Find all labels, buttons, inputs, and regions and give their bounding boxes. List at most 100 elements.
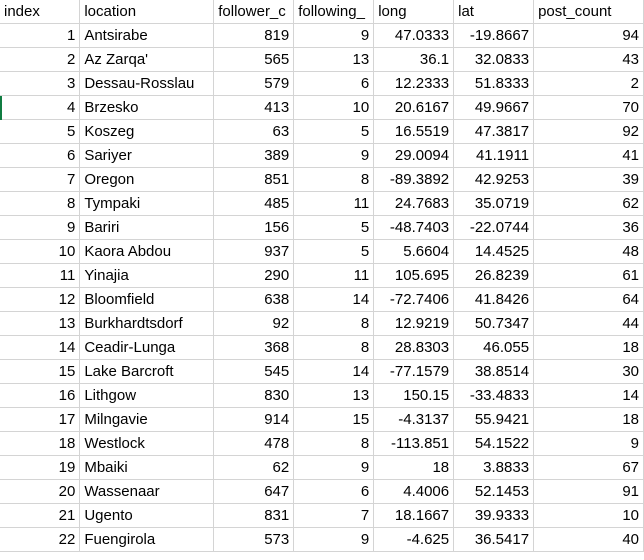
cell-location[interactable]: Az Zarqa' <box>79 47 215 72</box>
cell-long[interactable]: 12.9219 <box>373 311 455 336</box>
cell-post-count[interactable]: 41 <box>533 143 644 168</box>
cell-lat[interactable]: 51.8333 <box>453 71 535 96</box>
cell-long[interactable]: 5.6604 <box>373 239 455 264</box>
cell-following-count[interactable]: 11 <box>293 191 375 216</box>
cell-index[interactable]: 16 <box>0 383 81 408</box>
cell-post-count[interactable]: 94 <box>533 23 644 48</box>
cell-location[interactable]: Yinajia <box>79 263 215 288</box>
cell-follower-count[interactable]: 937 <box>213 239 295 264</box>
cell-location[interactable]: Dessau-Rosslau <box>79 71 215 96</box>
header-cell-following-count[interactable]: following_ <box>293 0 375 24</box>
cell-post-count[interactable]: 14 <box>533 383 644 408</box>
cell-lat[interactable]: 50.7347 <box>453 311 535 336</box>
cell-index[interactable]: 4 <box>0 95 81 120</box>
cell-follower-count[interactable]: 368 <box>213 335 295 360</box>
cell-post-count[interactable]: 67 <box>533 455 644 480</box>
cell-post-count[interactable]: 48 <box>533 239 644 264</box>
cell-following-count[interactable]: 5 <box>293 239 375 264</box>
cell-following-count[interactable]: 9 <box>293 23 375 48</box>
cell-following-count[interactable]: 5 <box>293 119 375 144</box>
cell-lat[interactable]: 36.5417 <box>453 527 535 552</box>
cell-lat[interactable]: -19.8667 <box>453 23 535 48</box>
cell-location[interactable]: Wassenaar <box>79 479 215 504</box>
cell-post-count[interactable]: 18 <box>533 335 644 360</box>
cell-follower-count[interactable]: 914 <box>213 407 295 432</box>
header-cell-long[interactable]: long <box>373 0 455 24</box>
cell-following-count[interactable]: 14 <box>293 287 375 312</box>
cell-following-count[interactable]: 7 <box>293 503 375 528</box>
cell-following-count[interactable]: 9 <box>293 143 375 168</box>
cell-follower-count[interactable]: 545 <box>213 359 295 384</box>
cell-long[interactable]: -48.7403 <box>373 215 455 240</box>
cell-post-count[interactable]: 62 <box>533 191 644 216</box>
cell-lat[interactable]: 52.1453 <box>453 479 535 504</box>
cell-index[interactable]: 14 <box>0 335 81 360</box>
cell-follower-count[interactable]: 92 <box>213 311 295 336</box>
cell-long[interactable]: 18.1667 <box>373 503 455 528</box>
cell-follower-count[interactable]: 156 <box>213 215 295 240</box>
cell-location[interactable]: Koszeg <box>79 119 215 144</box>
cell-follower-count[interactable]: 389 <box>213 143 295 168</box>
cell-location[interactable]: Lithgow <box>79 383 215 408</box>
cell-index[interactable]: 8 <box>0 191 81 216</box>
cell-follower-count[interactable]: 647 <box>213 479 295 504</box>
cell-index[interactable]: 11 <box>0 263 81 288</box>
cell-index[interactable]: 3 <box>0 71 81 96</box>
cell-post-count[interactable]: 2 <box>533 71 644 96</box>
cell-lat[interactable]: 41.8426 <box>453 287 535 312</box>
cell-long[interactable]: 47.0333 <box>373 23 455 48</box>
cell-post-count[interactable]: 64 <box>533 287 644 312</box>
cell-lat[interactable]: 42.9253 <box>453 167 535 192</box>
cell-long[interactable]: 16.5519 <box>373 119 455 144</box>
cell-post-count[interactable]: 44 <box>533 311 644 336</box>
cell-follower-count[interactable]: 565 <box>213 47 295 72</box>
cell-long[interactable]: 105.695 <box>373 263 455 288</box>
cell-follower-count[interactable]: 485 <box>213 191 295 216</box>
cell-following-count[interactable]: 5 <box>293 215 375 240</box>
cell-lat[interactable]: -22.0744 <box>453 215 535 240</box>
cell-location[interactable]: Fuengirola <box>79 527 215 552</box>
cell-long[interactable]: 29.0094 <box>373 143 455 168</box>
cell-location[interactable]: Tympaki <box>79 191 215 216</box>
cell-index[interactable]: 15 <box>0 359 81 384</box>
cell-long[interactable]: 28.8303 <box>373 335 455 360</box>
cell-long[interactable]: 20.6167 <box>373 95 455 120</box>
cell-following-count[interactable]: 15 <box>293 407 375 432</box>
cell-follower-count[interactable]: 63 <box>213 119 295 144</box>
cell-following-count[interactable]: 8 <box>293 167 375 192</box>
cell-index[interactable]: 7 <box>0 167 81 192</box>
cell-index[interactable]: 19 <box>0 455 81 480</box>
cell-lat[interactable]: 3.8833 <box>453 455 535 480</box>
cell-lat[interactable]: 39.9333 <box>453 503 535 528</box>
cell-lat[interactable]: 47.3817 <box>453 119 535 144</box>
cell-post-count[interactable]: 30 <box>533 359 644 384</box>
cell-lat[interactable]: 46.055 <box>453 335 535 360</box>
cell-following-count[interactable]: 8 <box>293 431 375 456</box>
cell-long[interactable]: 36.1 <box>373 47 455 72</box>
header-cell-index[interactable]: index <box>0 0 81 24</box>
cell-index[interactable]: 13 <box>0 311 81 336</box>
cell-following-count[interactable]: 8 <box>293 335 375 360</box>
cell-lat[interactable]: 14.4525 <box>453 239 535 264</box>
cell-post-count[interactable]: 92 <box>533 119 644 144</box>
cell-long[interactable]: 24.7683 <box>373 191 455 216</box>
cell-follower-count[interactable]: 819 <box>213 23 295 48</box>
cell-long[interactable]: 4.4006 <box>373 479 455 504</box>
cell-index[interactable]: 5 <box>0 119 81 144</box>
header-cell-location[interactable]: location <box>79 0 215 24</box>
cell-location[interactable]: Bariri <box>79 215 215 240</box>
cell-follower-count[interactable]: 413 <box>213 95 295 120</box>
cell-following-count[interactable]: 10 <box>293 95 375 120</box>
cell-long[interactable]: -72.7406 <box>373 287 455 312</box>
cell-following-count[interactable]: 13 <box>293 47 375 72</box>
cell-location[interactable]: Ugento <box>79 503 215 528</box>
cell-index[interactable]: 22 <box>0 527 81 552</box>
cell-lat[interactable]: 32.0833 <box>453 47 535 72</box>
cell-index[interactable]: 20 <box>0 479 81 504</box>
cell-index[interactable]: 21 <box>0 503 81 528</box>
cell-post-count[interactable]: 39 <box>533 167 644 192</box>
cell-follower-count[interactable]: 62 <box>213 455 295 480</box>
cell-index[interactable]: 9 <box>0 215 81 240</box>
cell-post-count[interactable]: 70 <box>533 95 644 120</box>
cell-follower-count[interactable]: 478 <box>213 431 295 456</box>
